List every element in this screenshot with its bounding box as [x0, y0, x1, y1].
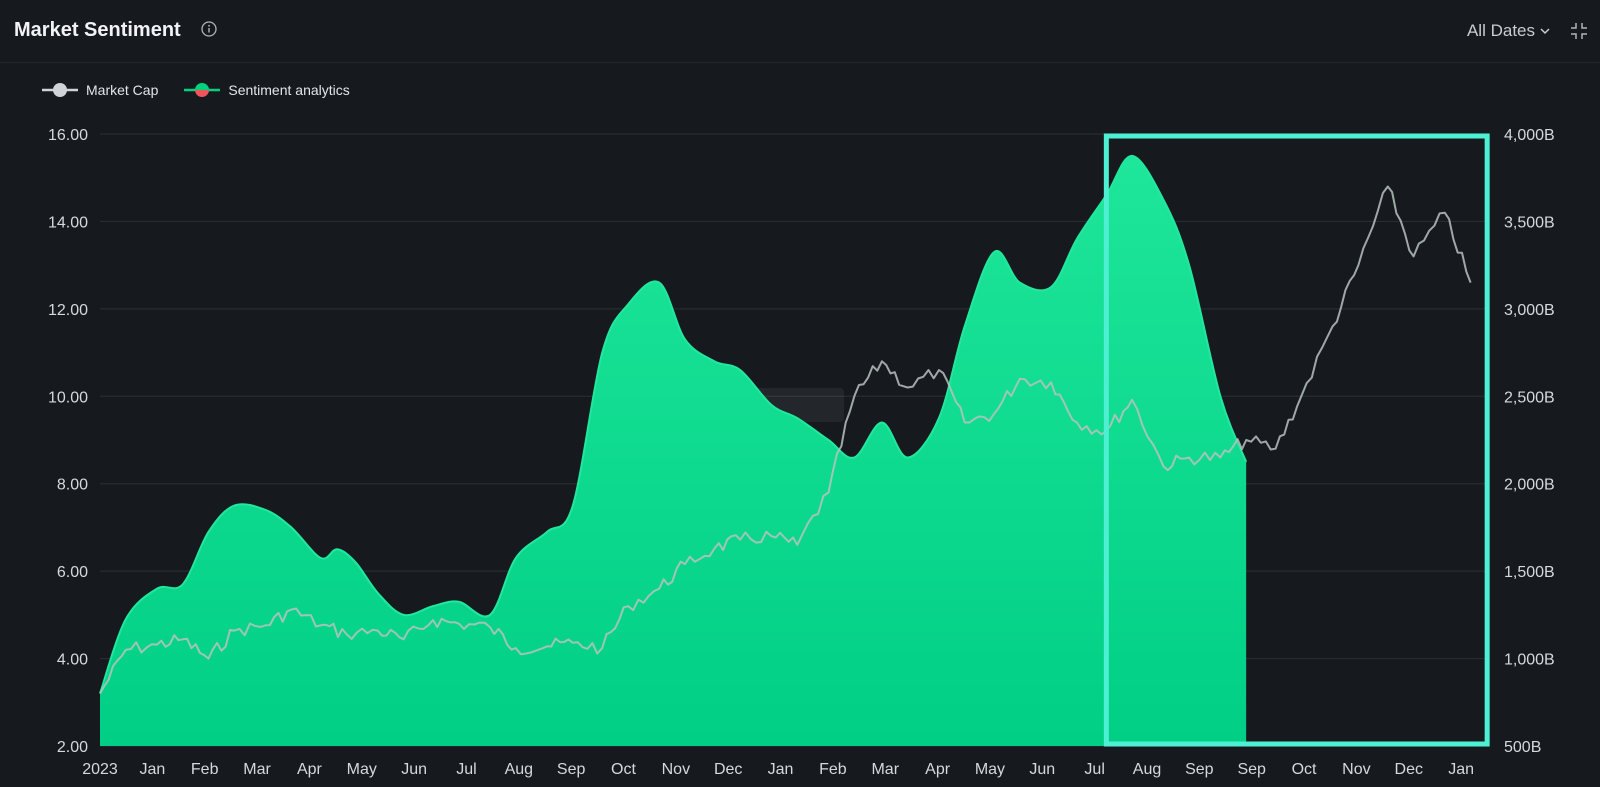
x-tick-label: Sep: [557, 761, 586, 778]
legend-marker-sentiment: [184, 83, 221, 97]
legend-label-sentiment: Sentiment analytics: [228, 82, 350, 98]
x-tick-label: Sep: [1237, 761, 1266, 778]
x-tick-label: Jan: [768, 761, 794, 778]
y-left-tick-label: 6.00: [57, 564, 88, 581]
x-tick-label: Mar: [243, 761, 271, 778]
x-tick-label: Dec: [714, 761, 742, 778]
x-tick-label: May: [347, 761, 377, 778]
x-tick-label: Apr: [297, 761, 323, 778]
x-tick-label: Oct: [611, 761, 636, 778]
highlight-box-layer: [1103, 133, 1490, 747]
date-range-dropdown[interactable]: All Dates: [1467, 21, 1550, 41]
x-tick-label: Mar: [871, 761, 899, 778]
y-axis-left: 2.00 4.00 6.00 8.00 10.00 12.00 14.00 16.00: [48, 127, 88, 756]
y-axis-right: 500B 1,000B 1,500B 2,000B 2,500B 3,000B 3,500B…: [1504, 127, 1555, 756]
x-tick-label: May: [975, 761, 1005, 778]
chart-legend: Market Cap Sentiment analytics: [42, 82, 350, 98]
legend-marker-market-cap: [42, 83, 78, 97]
y-left-tick-label: 2.00: [57, 739, 88, 756]
y-left-tick-label: 8.00: [57, 477, 88, 494]
y-right-tick-label: 500B: [1504, 739, 1541, 756]
x-tick-label: Jan: [1448, 761, 1474, 778]
x-tick-label: Nov: [1342, 761, 1370, 778]
x-tick-label: Apr: [925, 761, 951, 778]
sentiment-area: [100, 155, 1247, 746]
sentiment-area-layer: [99, 154, 1248, 746]
y-left-tick-label: 10.00: [48, 389, 88, 406]
market-cap-line-layer: [99, 185, 1472, 695]
x-tick-label: Sep: [1185, 761, 1214, 778]
chevron-down-icon: [1540, 28, 1550, 35]
x-tick-label: Oct: [1292, 761, 1317, 778]
y-left-tick-label: 14.00: [48, 214, 88, 231]
legend-item-sentiment[interactable]: Sentiment analytics: [184, 82, 350, 98]
y-left-tick-label: 12.00: [48, 302, 88, 319]
y-right-tick-label: 1,500B: [1504, 564, 1555, 581]
x-tick-label: Nov: [662, 761, 690, 778]
x-tick-label: 2023: [82, 761, 118, 778]
x-axis: 2023 Jan Feb Mar Apr May Jun Jul Aug Sep Oct Nov Dec…: [82, 761, 1474, 778]
x-tick-label: Jul: [456, 761, 476, 778]
x-tick-label: Feb: [191, 761, 219, 778]
collapse-icon[interactable]: [1570, 22, 1588, 40]
legend-label-market-cap: Market Cap: [86, 82, 159, 98]
market-cap-line: [99, 185, 1472, 695]
y-left-tick-label: 4.00: [57, 652, 88, 669]
x-tick-label: Feb: [819, 761, 847, 778]
page-title: Market Sentiment: [14, 19, 181, 41]
y-left-tick-label: 16.00: [48, 127, 88, 144]
y-right-tick-label: 1,000B: [1504, 652, 1555, 669]
sentiment-area-edge: [99, 154, 1248, 694]
legend-item-market-cap[interactable]: Market Cap: [42, 82, 158, 98]
y-right-tick-label: 3,500B: [1504, 214, 1555, 231]
date-range-label: All Dates: [1466, 21, 1535, 40]
info-icon[interactable]: [201, 21, 217, 37]
y-right-tick-label: 2,500B: [1504, 389, 1555, 406]
y-right-tick-label: 4,000B: [1504, 127, 1555, 144]
x-tick-label: Jun: [1029, 761, 1055, 778]
x-tick-label: Jan: [139, 761, 165, 778]
x-tick-label: Aug: [505, 761, 533, 778]
x-tick-label: Aug: [1133, 761, 1161, 778]
chart-header: Market Sentiment All Dates: [0, 0, 1600, 63]
x-tick-label: Jul: [1084, 761, 1104, 778]
y-right-tick-label: 2,000B: [1504, 477, 1555, 494]
y-right-tick-label: 3,000B: [1504, 302, 1555, 319]
x-tick-label: Jun: [401, 761, 427, 778]
x-tick-label: Dec: [1395, 761, 1423, 778]
highlight-box: [1103, 133, 1490, 747]
